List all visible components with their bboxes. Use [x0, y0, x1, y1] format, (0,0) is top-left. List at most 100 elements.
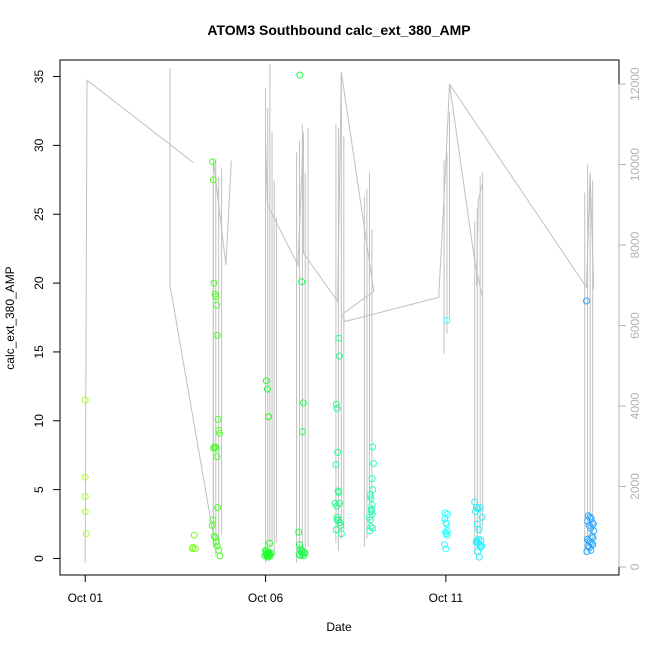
background-line-segment	[449, 83, 595, 290]
data-point	[209, 176, 217, 184]
right-axis-tick-label: 2000	[628, 473, 642, 500]
data-point	[369, 460, 377, 467]
left-axis-tick-label: 0	[32, 555, 46, 562]
data-point	[208, 521, 216, 529]
plot-frame	[59, 59, 620, 576]
x-axis-label: Date	[326, 620, 352, 634]
data-point	[590, 527, 598, 535]
data-point	[332, 526, 340, 534]
data-point	[210, 279, 218, 287]
data-point	[584, 517, 592, 525]
data-point	[265, 413, 272, 421]
data-point	[333, 516, 341, 524]
data-point	[262, 377, 270, 385]
data-point	[298, 428, 306, 436]
data-point	[265, 552, 272, 560]
y-axis-label: calc_ext_380_AMP	[3, 266, 17, 369]
data-point	[81, 473, 89, 481]
data-point	[215, 426, 223, 434]
chart-title: ATOM3 Southbound calc_ext_380_AMP	[207, 22, 470, 38]
data-point	[213, 542, 221, 550]
data-point	[367, 516, 374, 524]
data-point	[368, 506, 376, 514]
data-point	[472, 508, 479, 516]
data-point	[266, 539, 273, 547]
data-point	[367, 494, 375, 502]
data-point	[337, 521, 345, 529]
data-point	[335, 334, 343, 342]
data-point	[209, 158, 217, 166]
data-point	[82, 530, 90, 538]
data-point	[443, 316, 451, 324]
right-axis-tick-label: 6000	[628, 312, 642, 339]
data-point	[476, 504, 484, 511]
background-line-segment	[265, 72, 375, 314]
data-point	[213, 453, 221, 461]
data-point	[583, 297, 590, 305]
data-point	[475, 553, 483, 561]
data-point	[369, 486, 377, 494]
bottom-axis-tick-label: Oct 11	[429, 591, 464, 605]
data-point	[332, 400, 340, 408]
data-point	[213, 538, 220, 546]
data-point	[587, 546, 595, 554]
data-point	[478, 513, 486, 521]
data-point	[81, 396, 89, 404]
data-point	[81, 508, 89, 516]
data-point	[336, 352, 343, 360]
axes-layer: 0 5 10 15 20 25 30 35 Oct 01 Oct 06 Oct 11 0 2000 400…	[32, 67, 642, 605]
data-point	[368, 475, 376, 483]
data-point	[301, 549, 309, 557]
data-point	[366, 527, 374, 535]
right-axis-tick-label: 12000	[628, 67, 642, 101]
data-point	[263, 385, 271, 393]
background-line-segment	[169, 68, 232, 535]
data-point	[214, 504, 222, 511]
left-axis-tick-label: 20	[32, 276, 46, 290]
data-point	[333, 502, 341, 510]
data-point	[211, 290, 219, 298]
left-axis-tick-label: 15	[32, 345, 46, 359]
data-point	[216, 552, 224, 560]
data-point	[191, 545, 199, 553]
data-point	[215, 429, 223, 437]
data-point	[263, 550, 271, 558]
background-line-segment	[340, 84, 483, 323]
data-point	[475, 526, 483, 534]
right-axis-tick-label: 8000	[628, 231, 642, 258]
data-point	[443, 520, 451, 528]
data-point	[81, 493, 89, 500]
left-axis-tick-label: 5	[32, 486, 46, 493]
background-line-segment	[84, 79, 194, 563]
right-axis-tick-label: 0	[628, 563, 642, 570]
data-point	[213, 331, 221, 339]
data-point	[337, 530, 345, 538]
data-point	[295, 528, 303, 536]
left-axis-tick-label: 30	[32, 138, 46, 152]
data-point	[440, 541, 448, 549]
data-point	[212, 293, 220, 301]
data-point	[210, 444, 218, 452]
background-line-layer	[84, 64, 595, 563]
data-point	[442, 545, 450, 553]
right-axis-tick-label: 10000	[628, 148, 642, 182]
data-point	[369, 443, 377, 451]
data-point	[366, 491, 374, 499]
data-point	[443, 531, 451, 539]
data-point	[213, 301, 220, 309]
data-point	[299, 399, 307, 407]
data-point	[296, 71, 304, 79]
data-point	[211, 443, 219, 451]
data-point	[473, 504, 480, 511]
left-axis-tick-label: 35	[32, 70, 46, 84]
left-axis-tick-label: 10	[32, 414, 46, 428]
data-point	[333, 404, 341, 412]
data-point	[211, 534, 219, 542]
data-point	[478, 542, 486, 550]
data-point	[212, 444, 220, 452]
data-point	[475, 535, 483, 543]
data-point	[473, 537, 481, 545]
bottom-axis-tick-label: Oct 06	[248, 591, 284, 605]
bottom-axis-tick-label: Oct 01	[68, 591, 104, 605]
